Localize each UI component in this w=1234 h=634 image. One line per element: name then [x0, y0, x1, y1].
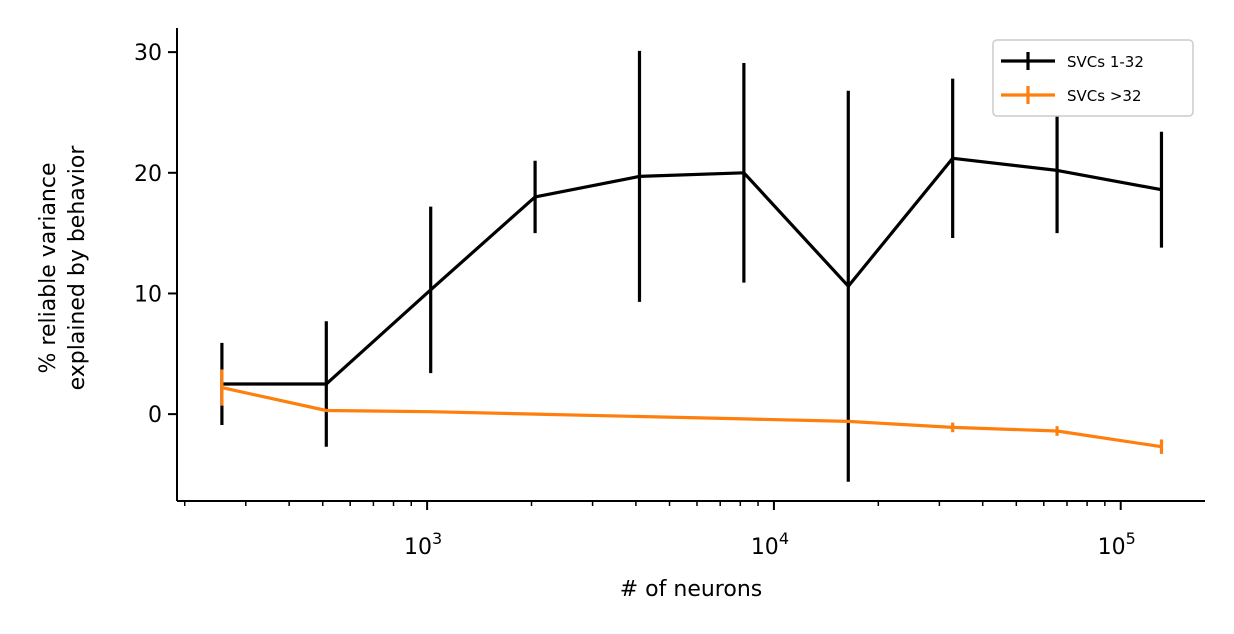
x-tick-label-100000: 105	[1098, 529, 1136, 560]
x-axis-ticks: 103 104 105	[183, 501, 1136, 560]
legend-entries: SVCs 1-32 SVCs >32	[1001, 52, 1144, 105]
x-tick-label-1000: 103	[404, 529, 442, 560]
series-layer	[220, 50, 1164, 482]
y-tick-label-20: 20	[134, 162, 162, 187]
y-axis-ticks: 0 10 20 30	[134, 41, 177, 428]
y-axis-label-line-2: explained by behavior	[65, 145, 90, 391]
y-tick-label-30: 30	[134, 41, 162, 66]
plot-area: 103 104 105 0 10 20 30	[134, 28, 1205, 560]
series-0	[220, 50, 1164, 482]
y-tick-label-0: 0	[148, 403, 162, 428]
legend: SVCs 1-32 SVCs >32	[992, 39, 1194, 117]
series-1	[220, 369, 1164, 454]
x-tick-label-10000: 104	[751, 529, 789, 560]
legend-box	[992, 39, 1194, 117]
series-line-1	[221, 386, 1162, 449]
y-axis-label-line-1: % reliable variance	[36, 162, 61, 373]
y-tick-label-10: 10	[134, 282, 162, 307]
series-line-0	[221, 156, 1162, 386]
x-axis-label: # of neurons	[620, 577, 762, 602]
legend-label-1: SVCs >32	[1067, 87, 1142, 105]
legend-label-0: SVCs 1-32	[1067, 53, 1144, 71]
